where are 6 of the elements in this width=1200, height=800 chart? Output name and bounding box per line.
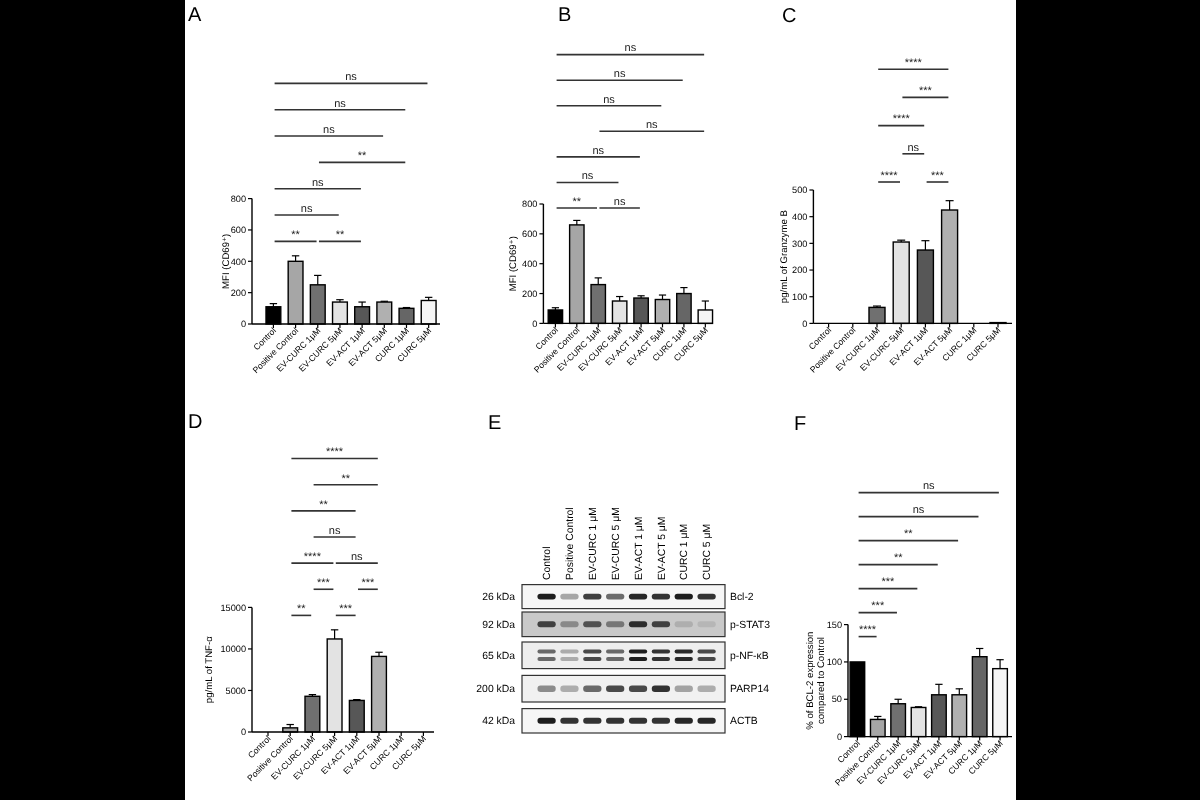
text: E (488, 413, 502, 435)
chart-title: B (558, 5, 572, 27)
chart-title: A (188, 5, 202, 27)
chart-title: C (782, 6, 797, 28)
chart-title: D (188, 412, 203, 434)
chart-title: F (794, 414, 807, 436)
